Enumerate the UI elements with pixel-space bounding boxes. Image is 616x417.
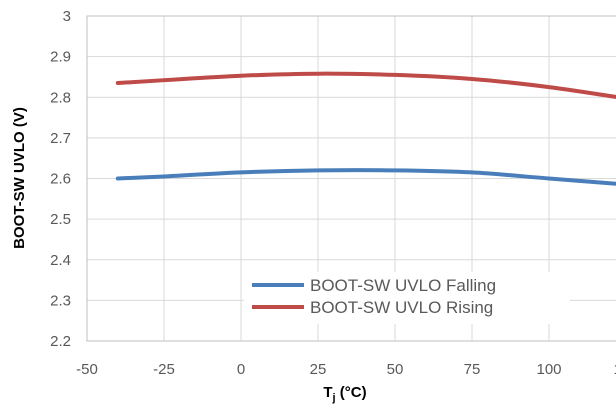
x-tick-label: 0 xyxy=(237,361,245,378)
plot-area-border xyxy=(86,15,616,342)
y-tick-label: 2.7 xyxy=(50,130,71,147)
x-tick-label: -50 xyxy=(76,361,98,378)
series-lines xyxy=(115,71,616,186)
x-tick-label: 25 xyxy=(310,361,327,378)
tick-labels: -50 -25 0 25 50 75 100 125 2.2 2.3 2.4 2.5 2.6 2.7 2.8… xyxy=(50,8,616,378)
x-tick-label: 50 xyxy=(387,361,404,378)
series-line-boot-sw-uvlo-falling xyxy=(115,168,616,186)
grid-lines xyxy=(86,15,616,342)
x-axis-title: Tj (°C) xyxy=(323,384,366,404)
legend: BOOT-SW UVLO Falling BOOT-SW UVLO Rising xyxy=(244,272,570,324)
legend-label-falling: BOOT-SW UVLO Falling xyxy=(310,276,496,295)
y-tick-label: 2.3 xyxy=(50,292,71,309)
y-tick-label: 2.6 xyxy=(50,171,71,188)
legend-label-rising: BOOT-SW UVLO Rising xyxy=(310,298,493,317)
legend-background xyxy=(244,272,570,324)
x-tick-label: -25 xyxy=(153,361,175,378)
x-axis-title-unit: (°C) xyxy=(336,384,367,401)
x-tick-label: 125 xyxy=(613,361,616,378)
y-tick-label: 2.2 xyxy=(50,333,71,350)
y-tick-label: 3 xyxy=(63,8,71,25)
x-axis-title-subscript: j xyxy=(332,392,336,404)
series-line-boot-sw-uvlo-rising xyxy=(115,71,616,99)
y-axis-title: BOOT-SW UVLO (V) xyxy=(11,107,28,249)
x-axis-title-main: T xyxy=(323,384,332,401)
y-tick-label: 2.9 xyxy=(50,49,71,66)
y-tick-label: 2.4 xyxy=(50,252,71,269)
y-tick-label: 2.8 xyxy=(50,89,71,106)
x-tick-label: 75 xyxy=(464,361,481,378)
x-tick-label: 100 xyxy=(536,361,561,378)
y-tick-label: 2.5 xyxy=(50,211,71,228)
